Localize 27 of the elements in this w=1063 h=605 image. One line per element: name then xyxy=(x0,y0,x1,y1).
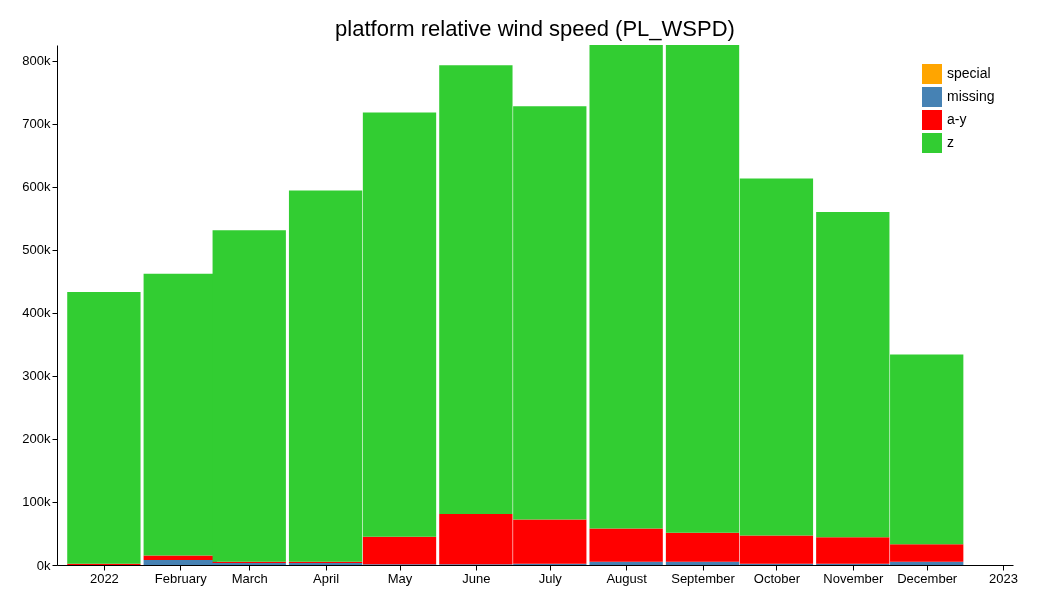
x-tick-label: 2022 xyxy=(89,570,119,586)
x-tick-label: August xyxy=(606,570,648,586)
y-tick-label: 400k xyxy=(22,305,51,321)
x-tick-label: June xyxy=(462,570,491,586)
x-tick-label: November xyxy=(823,570,884,586)
x-tick-label: October xyxy=(753,570,801,586)
y-tick-label: 600k xyxy=(22,179,51,195)
y-tick-label: 700k xyxy=(22,116,51,132)
y-tick-label: 800k xyxy=(22,53,51,69)
x-tick-label: 2023 xyxy=(989,570,1019,586)
x-tick-label: September xyxy=(671,570,736,586)
x-tick-label: May xyxy=(387,570,413,586)
legend-label: missing xyxy=(947,88,995,104)
legend-label: a-y xyxy=(947,111,967,127)
y-tick-label: 200k xyxy=(22,431,51,447)
y-tick-label: 100k xyxy=(22,494,51,510)
y-tick-label: 300k xyxy=(22,368,51,384)
x-tick-label: February xyxy=(154,570,208,586)
x-tick-label: March xyxy=(231,570,268,586)
x-tick-label: April xyxy=(313,570,340,586)
y-tick-label: 500k xyxy=(22,242,51,258)
x-tick-label: July xyxy=(538,570,563,586)
legend-label: special xyxy=(947,65,991,81)
y-tick-label: 0k xyxy=(36,557,51,573)
chart-title: platform relative wind speed (PL_WSPD) xyxy=(335,16,735,41)
legend-label: z xyxy=(947,134,954,150)
x-tick-label: December xyxy=(897,570,958,586)
